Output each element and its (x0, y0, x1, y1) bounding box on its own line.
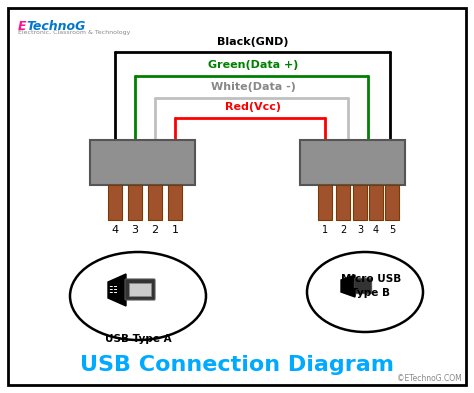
Bar (385, 185, 399, 220)
Polygon shape (341, 275, 355, 297)
Text: ☷: ☷ (109, 285, 118, 295)
Bar (168, 185, 182, 220)
Text: 5: 5 (389, 225, 395, 235)
Text: USB Type A: USB Type A (105, 334, 171, 344)
Text: Micro USB
Type B: Micro USB Type B (341, 274, 401, 298)
Bar (369, 185, 383, 220)
Text: 4: 4 (111, 225, 118, 235)
Bar (90, 140, 195, 185)
Bar (128, 185, 142, 220)
Text: 3: 3 (357, 225, 363, 235)
Text: TechnoG: TechnoG (26, 20, 85, 33)
Text: USB Connection Diagram: USB Connection Diagram (80, 355, 394, 375)
Text: Green(Data +): Green(Data +) (208, 60, 298, 70)
Polygon shape (108, 274, 126, 306)
Text: Red(Vcc): Red(Vcc) (225, 102, 281, 112)
Bar (318, 185, 332, 220)
Text: 1: 1 (172, 225, 179, 235)
Ellipse shape (70, 252, 206, 340)
Bar (108, 185, 122, 220)
Text: 3: 3 (131, 225, 138, 235)
Bar (129, 283, 151, 296)
Text: Black(GND): Black(GND) (217, 37, 289, 47)
Ellipse shape (307, 252, 423, 332)
FancyBboxPatch shape (354, 278, 372, 294)
Text: White(Data -): White(Data -) (210, 82, 295, 92)
Text: E: E (18, 20, 27, 33)
Text: ©ETechnoG.COM: ©ETechnoG.COM (397, 374, 462, 383)
FancyBboxPatch shape (125, 279, 155, 300)
Bar (353, 185, 367, 220)
Text: 2: 2 (151, 225, 159, 235)
Bar (148, 185, 162, 220)
Text: 4: 4 (373, 225, 379, 235)
Bar (300, 140, 405, 185)
Text: Electronic, Classroom & Technology: Electronic, Classroom & Technology (18, 30, 130, 35)
Text: 1: 1 (322, 225, 328, 235)
Bar (336, 185, 350, 220)
Text: 2: 2 (340, 225, 346, 235)
